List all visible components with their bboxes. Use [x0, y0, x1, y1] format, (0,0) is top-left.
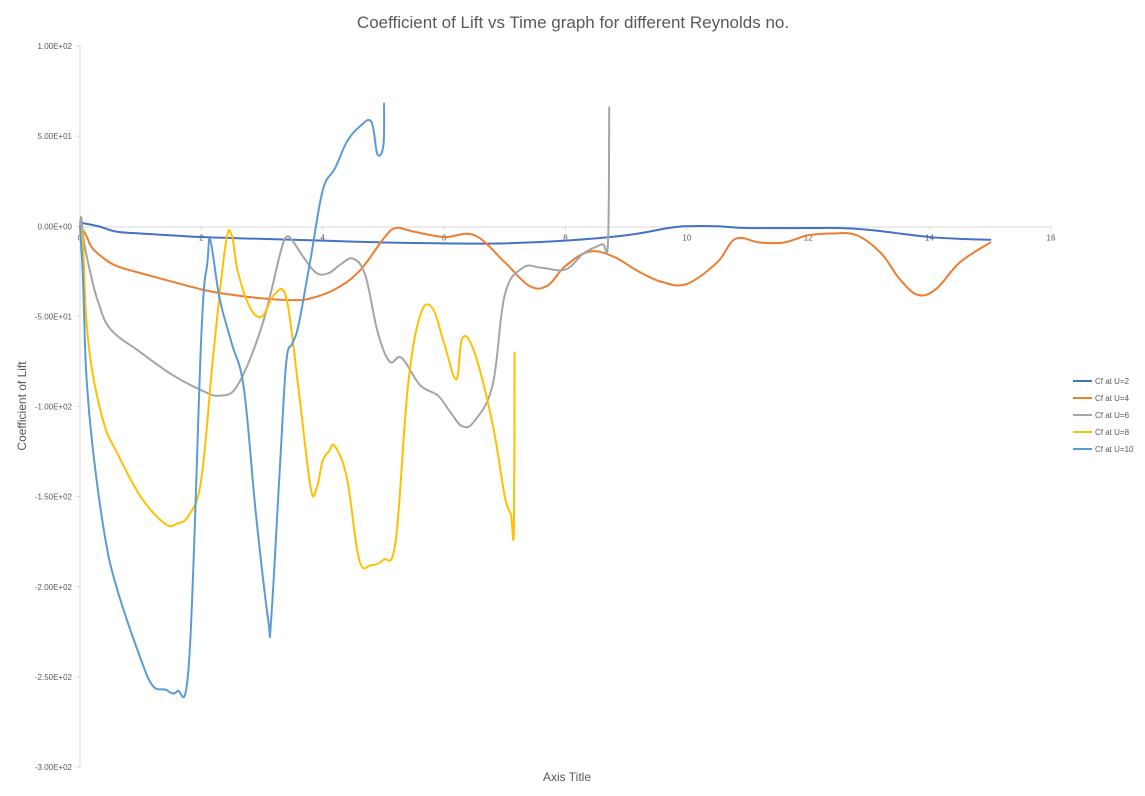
legend-label: Cf at U=4	[1095, 394, 1130, 403]
legend-label: Cf at U=2	[1095, 377, 1130, 386]
y-tick-label: -5.00E+01	[35, 312, 73, 321]
series-lines	[79, 102, 992, 699]
y-axis-ticks: 1.00E+02 5.00E+01 0.00E+00 -5.00E+01 -1.00E+…	[35, 42, 80, 772]
x-tick-label: 16	[1047, 233, 1056, 242]
series-line-4	[79, 225, 516, 570]
y-tick-label: 5.00E+01	[38, 132, 73, 141]
legend: Cf at U=2 Cf at U=4 Cf at U=6 Cf at U=8 Cf a…	[1073, 377, 1134, 454]
x-tick-label: 4	[321, 233, 326, 242]
chart-title: Coefficient of Lift vs Time graph for di…	[357, 13, 789, 32]
legend-label: Cf at U=10	[1095, 445, 1134, 454]
series-line-3	[79, 106, 611, 429]
legend-label: Cf at U=6	[1095, 411, 1130, 420]
y-axis-title: Coefficient of Lift	[15, 361, 29, 451]
y-tick-label: -1.50E+02	[35, 493, 73, 502]
y-tick-label: -1.00E+02	[35, 403, 73, 412]
series-line-1	[79, 221, 992, 245]
y-tick-label: -3.00E+02	[35, 763, 73, 772]
y-tick-label: 0.00E+00	[38, 222, 73, 231]
x-tick-label: 12	[804, 233, 813, 242]
series-line-5	[79, 102, 386, 699]
x-tick-label: 8	[563, 233, 568, 242]
y-tick-label: -2.00E+02	[35, 583, 73, 592]
y-tick-label: 1.00E+02	[38, 42, 73, 51]
x-tick-label: 10	[682, 233, 691, 242]
legend-label: Cf at U=8	[1095, 428, 1130, 437]
x-axis-title: Axis Title	[543, 770, 591, 784]
y-tick-label: -2.50E+02	[35, 673, 73, 682]
